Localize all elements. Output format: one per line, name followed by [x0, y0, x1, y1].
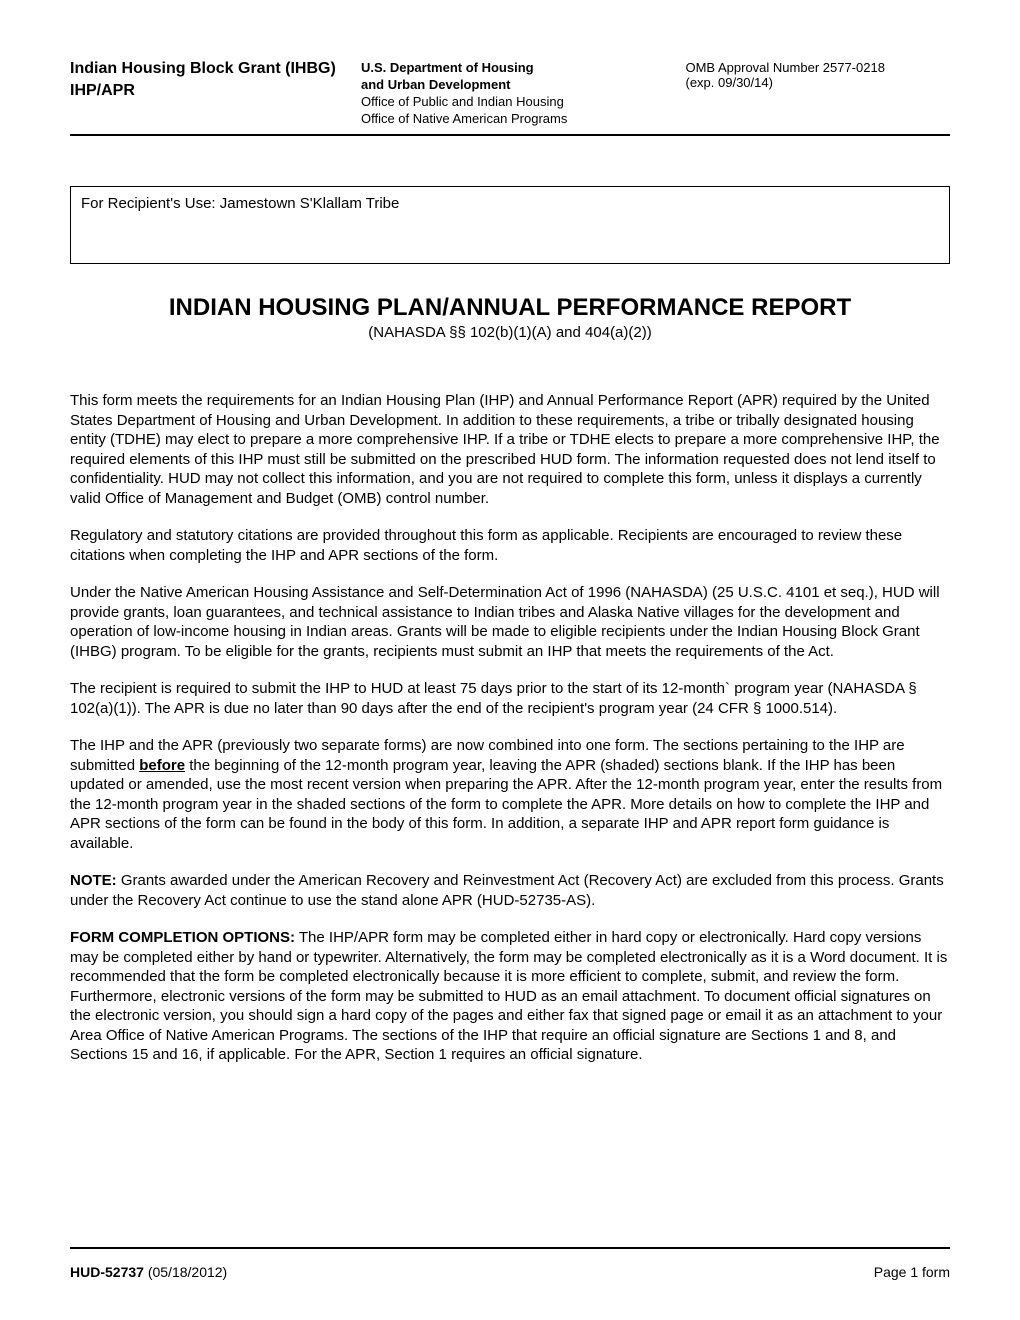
note-label: NOTE: — [70, 872, 117, 889]
paragraph-1: This form meets the requirements for an … — [70, 391, 950, 508]
footer: HUD-52737 (05/18/2012) Page 1 form — [70, 1247, 950, 1280]
paragraph-3: Under the Native American Housing Assist… — [70, 583, 950, 661]
recipient-value: Jamestown S'Klallam Tribe — [220, 195, 400, 212]
dept-line-1: U.S. Department of Housing — [361, 60, 626, 75]
omb-line-1: OMB Approval Number 2577-0218 — [685, 60, 950, 75]
form-title-sub: IHP/APR — [70, 82, 361, 100]
p5-bold-word: before — [139, 757, 185, 774]
recipient-label: For Recipient's Use: — [81, 195, 220, 212]
document-main-subtitle: (NAHASDA §§ 102(b)(1)(A) and 404(a)(2)) — [70, 324, 950, 341]
header-center-block: U.S. Department of Housing and Urban Dev… — [361, 60, 626, 126]
footer-row: HUD-52737 (05/18/2012) Page 1 form — [70, 1264, 950, 1280]
header-left-block: Indian Housing Block Grant (IHBG) IHP/AP… — [70, 60, 361, 126]
paragraph-7: FORM COMPLETION OPTIONS: The IHP/APR for… — [70, 928, 950, 1065]
note-text: Grants awarded under the American Recove… — [70, 872, 944, 909]
footer-right: Page 1 form — [874, 1264, 950, 1280]
paragraph-6: NOTE: Grants awarded under the American … — [70, 871, 950, 910]
header-row: Indian Housing Block Grant (IHBG) IHP/AP… — [70, 60, 950, 126]
paragraph-2: Regulatory and statutory citations are p… — [70, 526, 950, 565]
document-main-title: INDIAN HOUSING PLAN/ANNUAL PERFORMANCE R… — [70, 294, 950, 322]
form-options-label: FORM COMPLETION OPTIONS: — [70, 929, 295, 946]
omb-line-2: (exp. 09/30/14) — [685, 75, 950, 90]
office-line-2: Office of Native American Programs — [361, 111, 626, 126]
header-divider — [70, 134, 950, 136]
footer-left: HUD-52737 (05/18/2012) — [70, 1264, 227, 1280]
footer-divider — [70, 1247, 950, 1249]
form-options-text: The IHP/APR form may be completed either… — [70, 929, 947, 1063]
paragraph-4: The recipient is required to submit the … — [70, 679, 950, 718]
p5-after: the beginning of the 12-month program ye… — [70, 757, 942, 852]
form-title-main: Indian Housing Block Grant (IHBG) — [70, 60, 361, 78]
header-right-block: OMB Approval Number 2577-0218 (exp. 09/3… — [625, 60, 950, 126]
dept-line-2: and Urban Development — [361, 77, 626, 92]
paragraph-5: The IHP and the APR (previously two sepa… — [70, 736, 950, 853]
office-line-1: Office of Public and Indian Housing — [361, 94, 626, 109]
recipient-box: For Recipient's Use: Jamestown S'Klallam… — [70, 186, 950, 264]
form-number: HUD-52737 — [70, 1264, 144, 1280]
form-date: (05/18/2012) — [144, 1264, 227, 1280]
